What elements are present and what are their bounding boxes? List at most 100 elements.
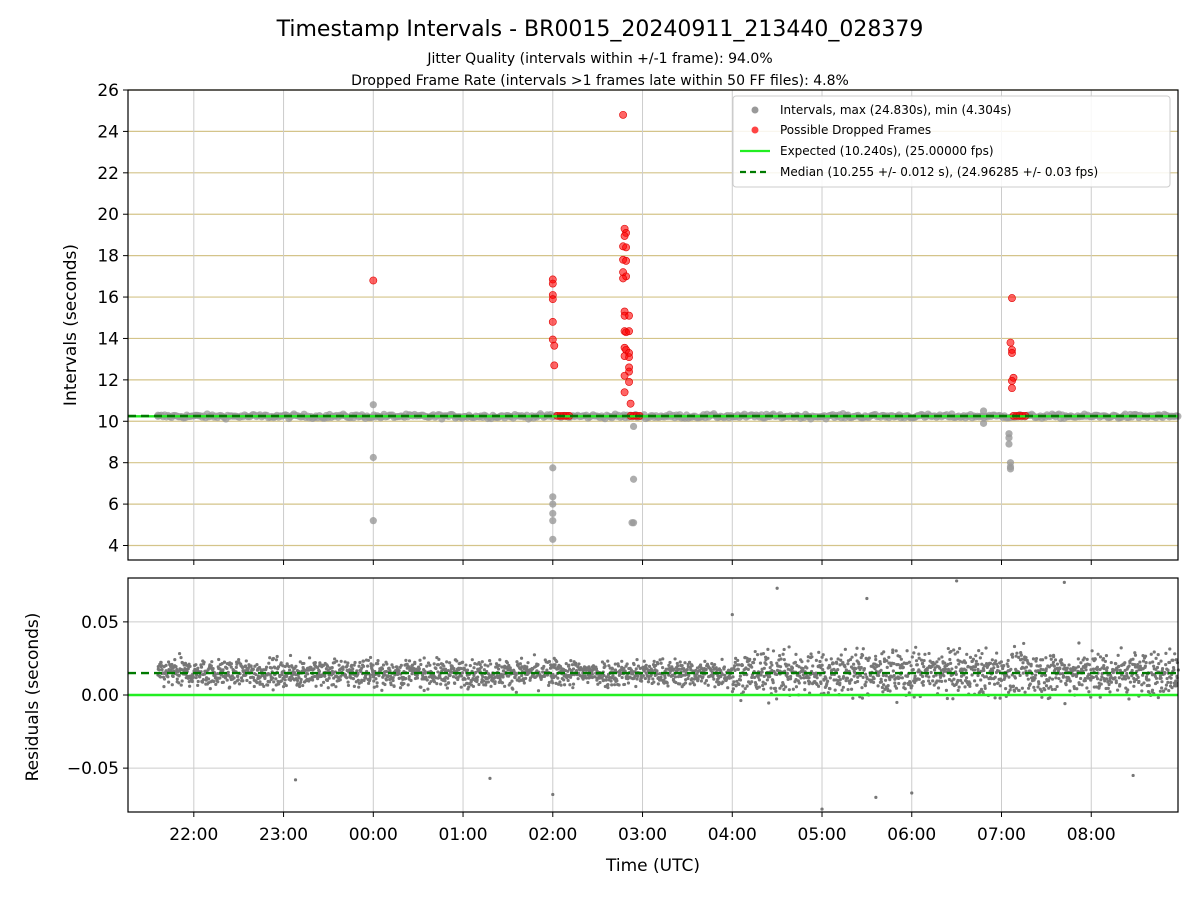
residual-point: [1141, 654, 1145, 658]
y-tick-label: 0.05: [81, 613, 119, 633]
residual-point: [1076, 657, 1080, 661]
residual-point: [980, 651, 984, 656]
interval-point: [369, 453, 377, 462]
residual-point: [1014, 654, 1018, 658]
residual-point: [1136, 662, 1140, 667]
residual-point: [886, 683, 890, 688]
residual-point: [337, 663, 341, 667]
residual-point: [874, 795, 878, 799]
residual-point: [656, 662, 660, 666]
residual-point: [971, 657, 976, 661]
residual-point: [931, 679, 935, 683]
residual-point: [775, 586, 779, 590]
residual-point: [1060, 662, 1064, 666]
residual-point: [1131, 773, 1135, 778]
residual-point: [661, 657, 665, 661]
residual-point: [360, 678, 364, 682]
residual-point: [388, 669, 392, 673]
residual-point: [1059, 679, 1063, 683]
residual-point: [884, 674, 888, 678]
dropped-frame-point: [625, 311, 633, 320]
residual-point: [652, 680, 656, 684]
residual-point: [682, 667, 686, 671]
residual-point: [539, 677, 543, 682]
residual-point: [607, 675, 612, 679]
residual-point: [419, 685, 423, 689]
residual-point: [951, 697, 955, 701]
residual-point: [748, 657, 752, 662]
residual-point: [737, 682, 741, 686]
residual-point: [655, 672, 659, 676]
residual-point: [872, 677, 876, 681]
residual-point: [745, 656, 749, 661]
residual-point: [1075, 687, 1079, 691]
residual-point: [264, 665, 269, 669]
dropped-frame-point: [1006, 338, 1015, 347]
intervals-frame: [127, 89, 1179, 561]
residual-point: [508, 681, 512, 685]
residual-point: [810, 655, 814, 659]
residual-point: [765, 678, 769, 682]
residual-point: [482, 668, 486, 672]
residual-point: [700, 666, 704, 671]
chart-subtitle-jitter: Jitter Quality (intervals within +/-1 fr…: [426, 51, 772, 67]
residual-point: [1100, 675, 1104, 679]
residual-point: [574, 661, 578, 665]
residual-point: [863, 684, 867, 688]
residual-point: [375, 684, 379, 688]
residual-point: [319, 683, 323, 687]
residual-point: [236, 674, 240, 679]
residual-point: [818, 659, 822, 664]
residual-point: [1095, 677, 1100, 681]
residual-point: [990, 669, 995, 673]
residual-point: [973, 679, 977, 683]
residual-point: [275, 654, 279, 659]
residual-point: [982, 664, 986, 668]
residual-point: [881, 683, 886, 687]
intervals-y-ticks: 4 6 8 10 12 14 16 18 20 22 24 26: [97, 81, 128, 557]
residual-point: [171, 674, 175, 679]
residual-point: [891, 669, 895, 673]
residual-point: [993, 696, 997, 700]
residual-point: [606, 682, 610, 687]
residual-point: [1159, 676, 1163, 680]
residual-point: [307, 656, 312, 660]
interval-point: [629, 422, 638, 431]
residual-point: [566, 678, 570, 683]
residual-point: [1144, 675, 1149, 679]
residual-point: [1034, 659, 1038, 663]
residual-point: [1133, 651, 1137, 655]
residuals-panel: 0.05 0.00 −0.05 22:00 23:00 00:00 01:00 02:00 0…: [23, 577, 1180, 876]
residual-point: [210, 660, 214, 664]
residual-point: [281, 684, 286, 689]
residual-point: [756, 675, 760, 679]
residual-point: [356, 678, 360, 682]
residual-point: [232, 676, 236, 680]
residual-point: [1055, 662, 1060, 666]
residual-point: [990, 658, 994, 662]
residual-point: [1023, 690, 1027, 694]
residual-point: [1007, 690, 1011, 694]
residual-point: [782, 687, 786, 691]
residual-point: [239, 676, 244, 680]
residual-point: [1116, 653, 1120, 657]
residual-point: [704, 667, 708, 672]
residual-point: [704, 678, 709, 683]
residual-point: [782, 658, 786, 662]
residual-point: [979, 687, 984, 691]
residual-point: [946, 662, 950, 666]
residual-point: [731, 682, 735, 687]
residual-point: [673, 675, 678, 679]
residual-point: [1164, 687, 1168, 691]
residual-point: [174, 665, 178, 669]
residual-point: [1107, 682, 1111, 687]
residual-point: [646, 674, 650, 679]
residual-point: [980, 662, 984, 666]
residual-point: [958, 659, 962, 663]
residual-point: [733, 660, 737, 664]
residual-point: [1053, 658, 1058, 662]
residual-point: [717, 680, 721, 684]
residual-point: [891, 650, 895, 655]
residual-point: [917, 652, 921, 656]
residual-point: [1012, 689, 1017, 693]
